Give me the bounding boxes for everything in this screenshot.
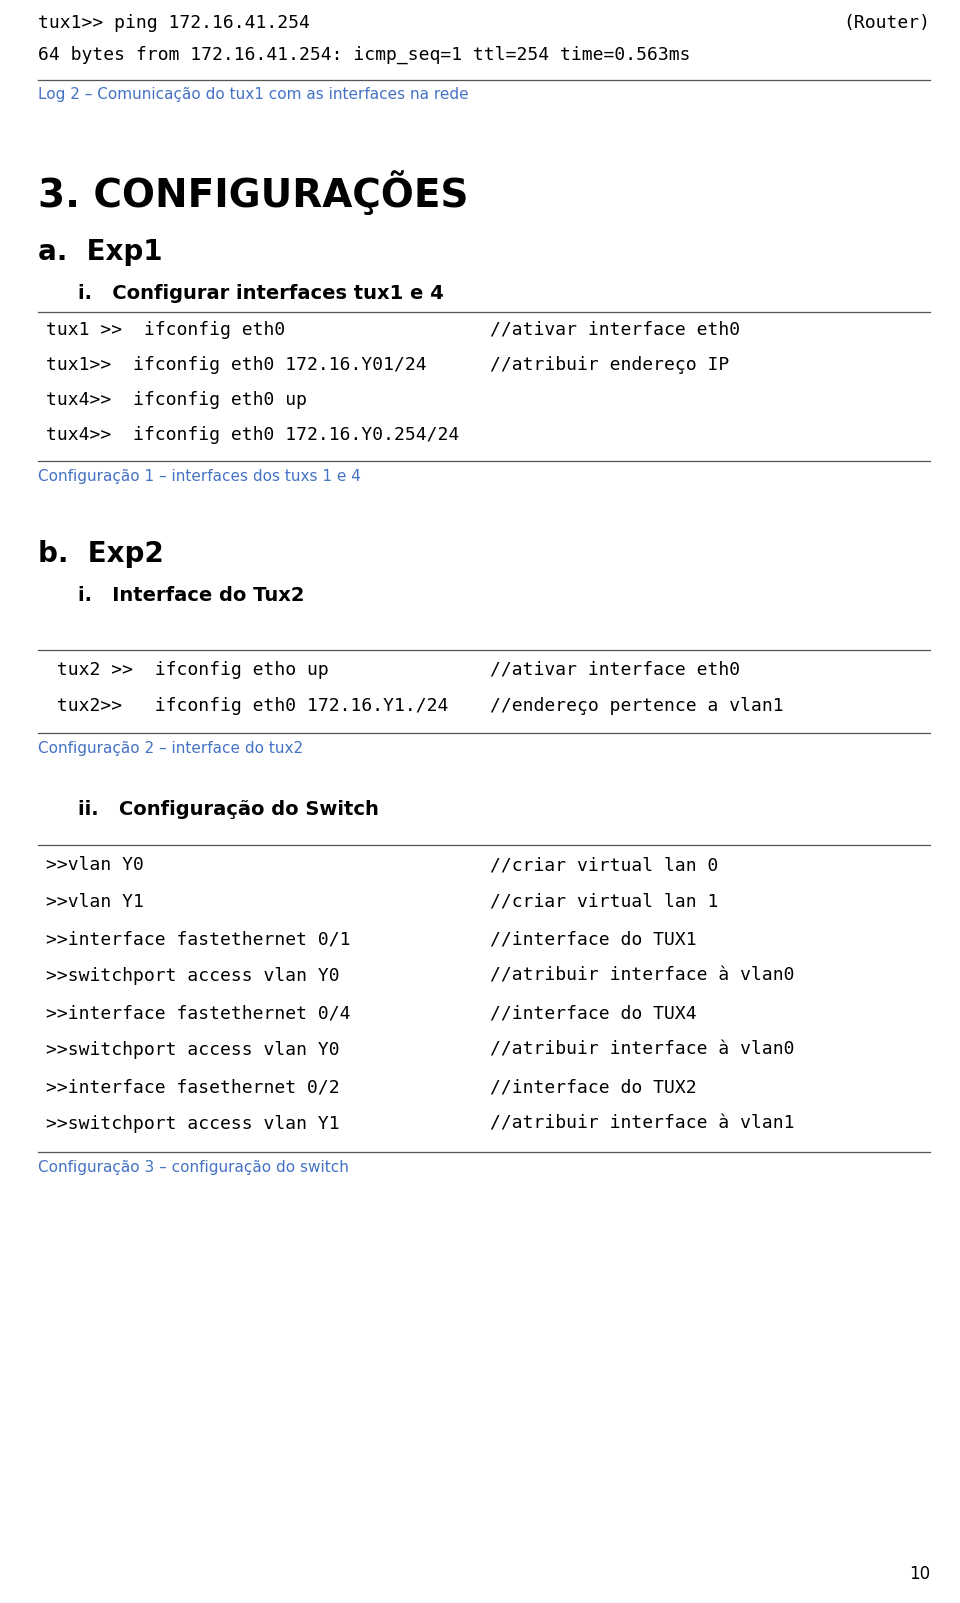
Text: >>switchport access vlan Y0: >>switchport access vlan Y0 xyxy=(46,967,340,984)
Text: tux2 >>  ifconfig etho up: tux2 >> ifconfig etho up xyxy=(46,660,328,680)
Text: 64 bytes from 172.16.41.254: icmp_seq=1 ttl=254 time=0.563ms: 64 bytes from 172.16.41.254: icmp_seq=1 … xyxy=(38,46,690,64)
Text: Configuração 1 – interfaces dos tuxs 1 e 4: Configuração 1 – interfaces dos tuxs 1 e… xyxy=(38,470,361,484)
Text: //atribuir endereço IP: //atribuir endereço IP xyxy=(490,356,730,373)
Text: tux2>>   ifconfig eth0 172.16.Y1./24: tux2>> ifconfig eth0 172.16.Y1./24 xyxy=(46,697,448,715)
Text: a.  Exp1: a. Exp1 xyxy=(38,237,162,266)
Text: //interface do TUX4: //interface do TUX4 xyxy=(490,1003,697,1023)
Text: i.   Interface do Tux2: i. Interface do Tux2 xyxy=(78,587,304,604)
Text: //endereço pertence a vlan1: //endereço pertence a vlan1 xyxy=(490,697,783,715)
Text: >>switchport access vlan Y0: >>switchport access vlan Y0 xyxy=(46,1040,340,1060)
Text: tux1>>  ifconfig eth0 172.16.Y01/24: tux1>> ifconfig eth0 172.16.Y01/24 xyxy=(46,356,426,373)
Text: //atribuir interface à vlan0: //atribuir interface à vlan0 xyxy=(490,1040,795,1060)
Text: //atribuir interface à vlan1: //atribuir interface à vlan1 xyxy=(490,1116,795,1133)
Text: tux1 >>  ifconfig eth0: tux1 >> ifconfig eth0 xyxy=(46,321,285,338)
Text: >>interface fastethernet 0/1: >>interface fastethernet 0/1 xyxy=(46,930,350,947)
Text: >>vlan Y1: >>vlan Y1 xyxy=(46,893,144,911)
Text: 3. CONFIGURAÇÕES: 3. CONFIGURAÇÕES xyxy=(38,170,468,215)
Text: //interface do TUX1: //interface do TUX1 xyxy=(490,930,697,947)
Text: Configuração 2 – interface do tux2: Configuração 2 – interface do tux2 xyxy=(38,741,303,757)
Text: //ativar interface eth0: //ativar interface eth0 xyxy=(490,660,740,680)
Text: Log 2 – Comunicação do tux1 com as interfaces na rede: Log 2 – Comunicação do tux1 com as inter… xyxy=(38,87,468,103)
Text: Configuração 3 – configuração do switch: Configuração 3 – configuração do switch xyxy=(38,1161,348,1175)
Text: i.   Configurar interfaces tux1 e 4: i. Configurar interfaces tux1 e 4 xyxy=(78,284,444,303)
Text: b.  Exp2: b. Exp2 xyxy=(38,540,164,567)
Text: >>interface fastethernet 0/4: >>interface fastethernet 0/4 xyxy=(46,1003,350,1023)
Text: ii.   Configuração do Switch: ii. Configuração do Switch xyxy=(78,800,379,819)
Text: tux1>> ping 172.16.41.254: tux1>> ping 172.16.41.254 xyxy=(38,14,310,32)
Text: tux4>>  ifconfig eth0 up: tux4>> ifconfig eth0 up xyxy=(46,391,307,409)
Text: //ativar interface eth0: //ativar interface eth0 xyxy=(490,321,740,338)
Text: tux4>>  ifconfig eth0 172.16.Y0.254/24: tux4>> ifconfig eth0 172.16.Y0.254/24 xyxy=(46,426,459,444)
Text: //criar virtual lan 0: //criar virtual lan 0 xyxy=(490,856,718,874)
Text: >>vlan Y0: >>vlan Y0 xyxy=(46,856,144,874)
Text: >>interface fasethernet 0/2: >>interface fasethernet 0/2 xyxy=(46,1077,340,1096)
Text: >>switchport access vlan Y1: >>switchport access vlan Y1 xyxy=(46,1116,340,1133)
Text: 10: 10 xyxy=(909,1565,930,1584)
Text: //atribuir interface à vlan0: //atribuir interface à vlan0 xyxy=(490,967,795,984)
Text: (Router): (Router) xyxy=(843,14,930,32)
Text: //criar virtual lan 1: //criar virtual lan 1 xyxy=(490,893,718,911)
Text: //interface do TUX2: //interface do TUX2 xyxy=(490,1077,697,1096)
